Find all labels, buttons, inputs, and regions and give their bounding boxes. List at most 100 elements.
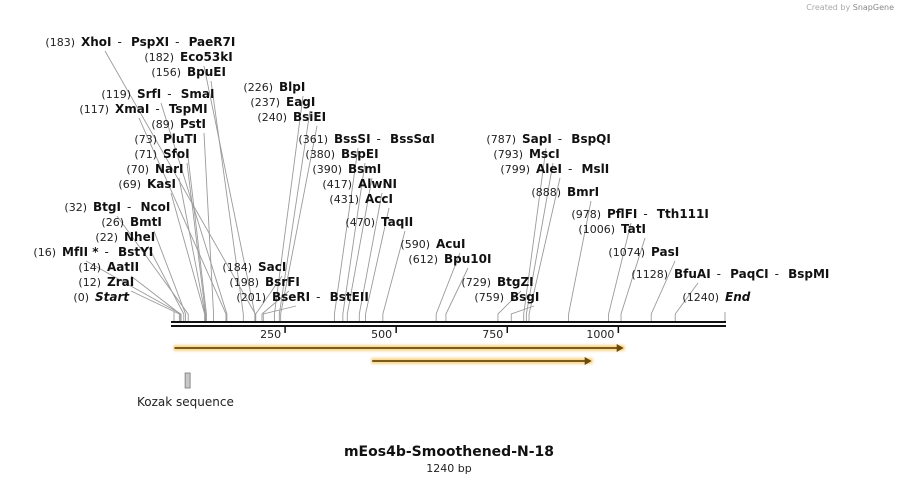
enzyme-name: TaqII: [381, 215, 413, 229]
site-bsgi[interactable]: (759) BsgI: [474, 290, 539, 304]
site-bseri[interactable]: (201) BseRI - BstEII: [236, 290, 368, 304]
site-position-label: (156): [151, 66, 181, 79]
site-sfoi[interactable]: (71) SfoI: [134, 147, 189, 161]
site-bpuei[interactable]: (156) BpuEI: [151, 65, 226, 79]
site-psti[interactable]: (89) PstI: [151, 117, 206, 131]
enzyme-name: BmrI: [567, 185, 599, 199]
enzyme-name: PasI: [651, 245, 679, 259]
feature-arrow-long[interactable]: [173, 344, 625, 352]
enzyme-name: ZraI: [107, 275, 134, 289]
site-sapi[interactable]: (787) SapI - BspQI: [486, 132, 610, 146]
site-alwni[interactable]: (417) AlwNI: [322, 177, 397, 191]
site-position-label: (14): [78, 261, 101, 274]
enzyme-name: AcuI: [436, 237, 465, 251]
site-connector-line: [130, 290, 180, 321]
site-connector-line: [528, 177, 561, 321]
site-tati[interactable]: (1006) TatI: [578, 222, 646, 236]
enzyme-name: XmaI: [115, 102, 149, 116]
site-bsmi[interactable]: (390) BsmI: [312, 162, 381, 176]
site-position-label: (226): [243, 81, 273, 94]
site-connector-line: [153, 230, 187, 321]
enzyme-name: AleI: [536, 162, 562, 176]
site-taqii[interactable]: (470) TaqII: [345, 215, 413, 229]
site-position-label: (22): [95, 231, 118, 244]
site-acui[interactable]: (590) AcuI: [400, 237, 465, 251]
feature-arrow-short[interactable]: [371, 357, 593, 365]
site-nhei[interactable]: (22) NheI: [95, 230, 155, 244]
site-btgi[interactable]: (32) BtgI - NcoI: [64, 200, 170, 214]
enzyme-name: Tth111I: [657, 207, 709, 221]
enzyme-name: XhoI: [81, 35, 112, 49]
site-acci[interactable]: (431) AccI: [329, 192, 393, 206]
site-connector-line: [280, 125, 318, 321]
site-pasi[interactable]: (1074) PasI: [608, 245, 679, 259]
enzyme-name: PflFI: [607, 207, 637, 221]
enzyme-name: TspMI: [169, 102, 208, 116]
site-bmti[interactable]: (26) BmtI: [101, 215, 161, 229]
site-kasi[interactable]: (69) KasI: [118, 177, 176, 191]
site-position-label: (1128): [631, 268, 668, 281]
site-position-label: (888): [531, 186, 561, 199]
site-eco53ki[interactable]: (182) Eco53kI: [144, 50, 232, 64]
enzyme-name: PluTI: [163, 132, 197, 146]
site-end[interactable]: (1240) End: [682, 290, 750, 304]
site-position-label: (729): [461, 276, 491, 289]
site-connector-line: [85, 260, 182, 321]
site-zrai[interactable]: (12) ZraI: [78, 275, 134, 289]
enzyme-name: NheI: [124, 230, 155, 244]
site-pluti[interactable]: (73) PluTI: [134, 132, 197, 146]
site-bsrfi[interactable]: (198) BsrFI: [229, 275, 299, 289]
site-mfii-[interactable]: (16) MfII * - BstYI: [33, 245, 153, 259]
enzyme-name: MfII *: [62, 245, 99, 259]
site-connector-line: [510, 305, 535, 321]
site-bsssi[interactable]: (361) BssSI - BssSαI: [298, 132, 434, 146]
site-connector-line: [620, 237, 646, 321]
enzyme-name: SacI: [258, 260, 286, 274]
enzyme-name: PaqCI: [730, 267, 768, 281]
enzyme-name: PstI: [180, 117, 206, 131]
kozak-feature-box[interactable]: [184, 372, 191, 389]
ruler-tick-label: 1000: [586, 328, 614, 341]
enzyme-name: AlwNI: [358, 177, 397, 191]
site-bpu10i[interactable]: (612) Bpu10I: [408, 252, 491, 266]
site-aatii[interactable]: (14) AatII: [78, 260, 139, 274]
site-alei[interactable]: (799) AleI - MslI: [500, 162, 609, 176]
site-connector-line: [650, 260, 676, 321]
name-separator: -: [167, 87, 171, 101]
enzyme-name: NarI: [155, 162, 184, 176]
site-msci[interactable]: (793) MscI: [493, 147, 559, 161]
site-position-label: (89): [151, 118, 174, 131]
site-blpi[interactable]: (226) BlpI: [243, 80, 305, 94]
site-position-label: (417): [322, 178, 352, 191]
site-connector-line: [178, 177, 206, 321]
site-btgzi[interactable]: (729) BtgZI: [461, 275, 533, 289]
site-connector-line: [210, 80, 244, 321]
enzyme-name: BmtI: [130, 215, 162, 229]
site-bmri[interactable]: (888) BmrI: [531, 185, 599, 199]
site-position-label: (183): [45, 36, 75, 49]
site-nari[interactable]: (70) NarI: [126, 162, 183, 176]
site-position-label: (759): [474, 291, 504, 304]
enzyme-name: EagI: [286, 95, 315, 109]
site-srfi[interactable]: (119) SrfI - SmaI: [101, 87, 214, 101]
enzyme-name: BsmI: [348, 162, 381, 176]
kozak-label[interactable]: Kozak sequence: [137, 395, 234, 409]
enzyme-name: NcoI: [140, 200, 170, 214]
site-connector-line: [273, 95, 304, 321]
site-bspei[interactable]: (380) BspEI: [305, 147, 378, 161]
site-position-label: (69): [118, 178, 141, 191]
enzyme-name: BtgZI: [497, 275, 534, 289]
site-xhoi[interactable]: (183) XhoI - PspXI - PaeR7I: [45, 35, 235, 49]
site-eagi[interactable]: (237) EagI: [250, 95, 315, 109]
site-saci[interactable]: (184) SacI: [222, 260, 286, 274]
site-xmai[interactable]: (117) XmaI - TspMI: [79, 102, 207, 116]
site-connector-line: [382, 230, 406, 321]
site-start[interactable]: (0) Start: [73, 290, 130, 304]
site-connector-line: [186, 147, 207, 321]
site-pflfi[interactable]: (978) PflFI - Tth111I: [571, 207, 708, 221]
site-bfuai[interactable]: (1128) BfuAI - PaqCI - BspMI: [631, 267, 829, 281]
site-bsiei[interactable]: (240) BsiEI: [257, 110, 326, 124]
site-position-label: (390): [312, 163, 342, 176]
site-position-label: (71): [134, 148, 157, 161]
site-position-label: (119): [101, 88, 131, 101]
